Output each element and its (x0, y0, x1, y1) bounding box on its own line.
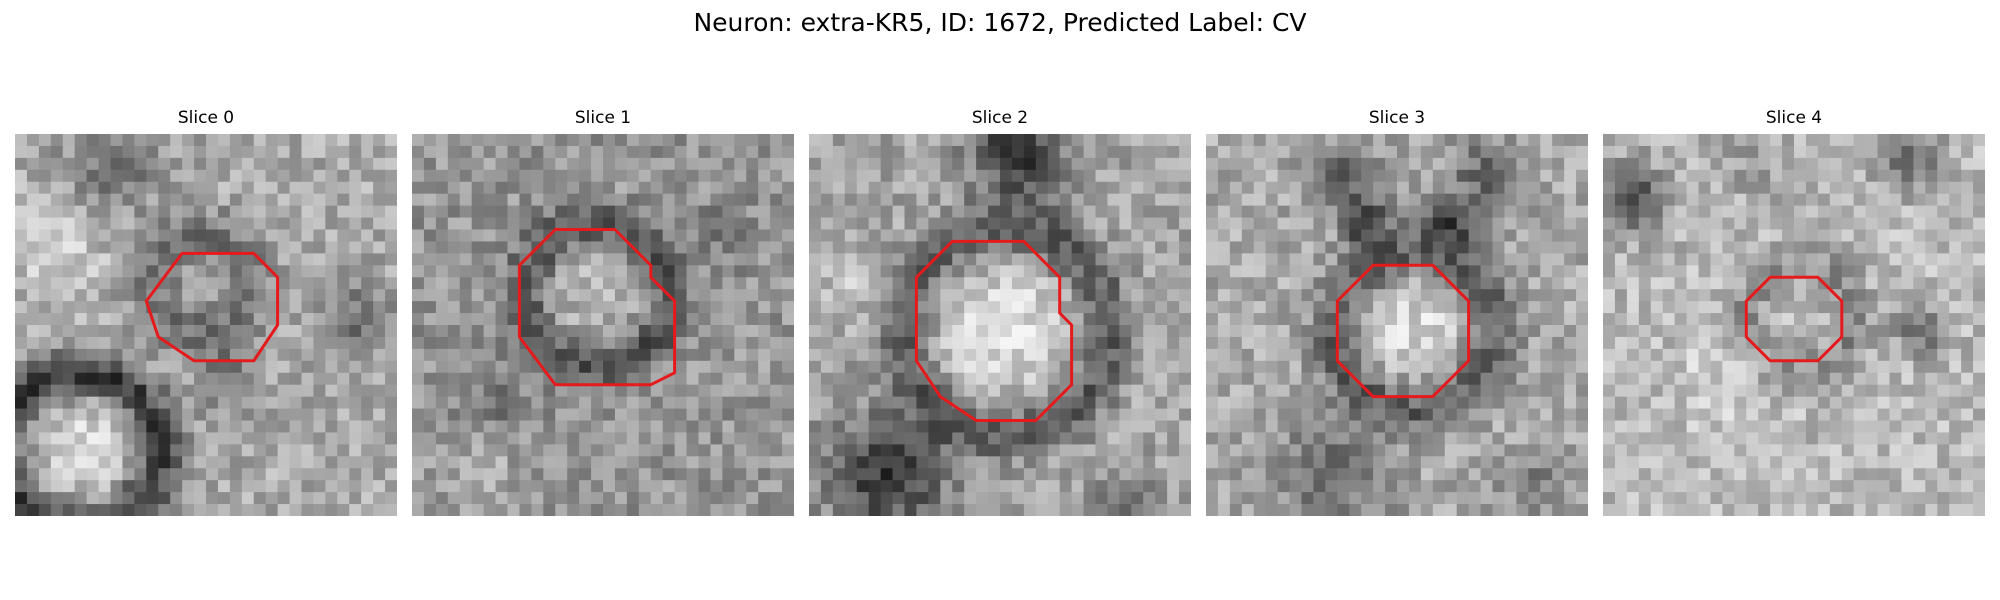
cell-outline-0 (144, 251, 280, 363)
figure-title: Neuron: extra-KR5, ID: 1672, Predicted L… (693, 8, 1307, 37)
slice-panel-4: Slice 4 (1603, 108, 1985, 520)
slice-image-2 (809, 134, 1191, 516)
slice-title-2: Slice 2 (971, 108, 1029, 128)
slice-image-3 (1206, 134, 1588, 516)
slice-title-3: Slice 3 (1368, 108, 1426, 128)
cell-outline-2 (914, 239, 1074, 422)
slice-panel-0: Slice 0 (15, 108, 397, 520)
slice-title-4: Slice 4 (1765, 108, 1823, 128)
slice-image-0 (15, 134, 397, 516)
cell-outline-4 (1744, 275, 1844, 363)
slice-panel-3: Slice 3 (1206, 108, 1588, 520)
slice-image-1 (412, 134, 794, 516)
slice-panel-2: Slice 2 (809, 108, 1191, 520)
slice-panel-1: Slice 1 (412, 108, 794, 520)
cell-outline-3 (1335, 263, 1471, 399)
cell-outline-1 (517, 228, 677, 387)
slice-image-4 (1603, 134, 1985, 516)
slice-title-0: Slice 0 (177, 108, 235, 128)
slice-title-1: Slice 1 (574, 108, 632, 128)
